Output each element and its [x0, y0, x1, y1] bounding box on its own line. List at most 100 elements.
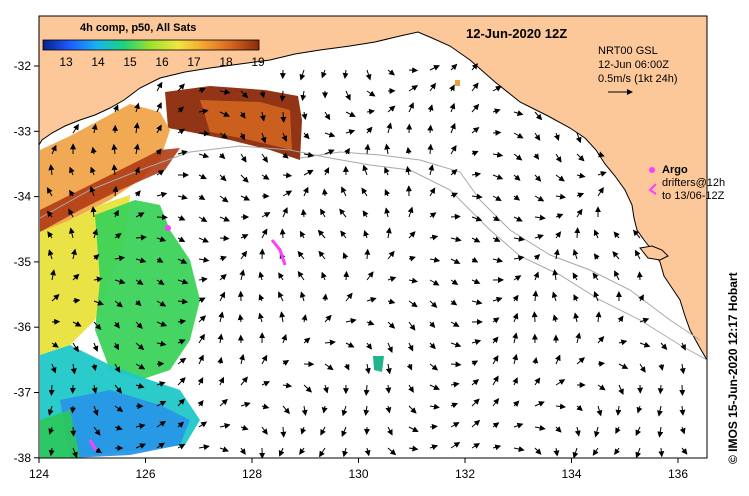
current-vector	[46, 187, 53, 197]
current-vector	[340, 230, 347, 239]
current-vector	[471, 193, 483, 200]
current-vector	[636, 271, 643, 281]
credit-text: © IMOS 15-Jun-2020 12:17 Hobart	[726, 272, 740, 464]
current-vector	[407, 342, 414, 352]
current-vector	[450, 236, 462, 243]
current-vector	[513, 174, 521, 181]
y-tick-label: -36	[14, 320, 32, 334]
current-vector	[133, 143, 140, 155]
sst-patch-small-green	[373, 356, 384, 372]
colorbar-tick-label: 18	[219, 55, 233, 69]
current-vector	[362, 210, 369, 218]
current-vector	[450, 144, 457, 155]
x-tick-label: 130	[348, 467, 368, 481]
current-vector	[471, 236, 481, 243]
current-vector	[408, 321, 416, 331]
current-vector	[387, 342, 393, 354]
current-vector	[387, 276, 397, 282]
current-vector	[679, 363, 686, 375]
current-vector	[574, 426, 581, 437]
current-vector	[299, 291, 306, 302]
current-vector	[363, 230, 370, 239]
current-vector	[552, 269, 559, 281]
current-vector	[219, 132, 228, 139]
current-vector	[618, 363, 629, 369]
current-vector	[366, 271, 374, 281]
current-vector	[198, 315, 207, 323]
x-tick-label: 136	[668, 467, 688, 481]
current-vector	[114, 232, 122, 240]
current-vector	[280, 111, 287, 123]
current-vector	[386, 122, 393, 134]
current-vector	[492, 257, 504, 264]
current-vector	[555, 174, 565, 182]
current-vector	[259, 111, 266, 122]
current-vector	[534, 111, 543, 121]
current-vector	[177, 357, 187, 365]
current-vector	[597, 384, 606, 391]
current-vector	[385, 384, 392, 394]
current-vector	[282, 405, 290, 415]
current-vector	[597, 171, 607, 177]
current-vector	[261, 212, 271, 218]
current-vector	[341, 186, 347, 197]
current-vector	[113, 104, 119, 113]
current-vector	[135, 257, 147, 264]
drifter-label-2: to 13/06-12Z	[662, 190, 725, 202]
current-vector	[449, 102, 456, 113]
current-vector	[492, 215, 500, 222]
current-vector	[48, 426, 55, 435]
current-vector	[429, 187, 436, 197]
current-vector	[408, 67, 419, 74]
current-vector	[198, 276, 208, 283]
current-vector	[471, 398, 480, 407]
current-vector	[177, 194, 188, 200]
current-vector	[492, 236, 501, 242]
current-vector	[240, 174, 249, 183]
current-vector	[573, 312, 580, 323]
current-vector	[198, 152, 210, 159]
current-vector	[429, 82, 436, 92]
current-vector	[618, 339, 628, 346]
current-vector	[51, 341, 59, 348]
current-vector	[449, 84, 455, 92]
y-tick-label: -34	[14, 190, 32, 204]
current-vector	[450, 213, 461, 220]
current-vector	[593, 290, 600, 302]
current-vector	[282, 207, 288, 218]
current-vector	[513, 446, 525, 452]
current-vector	[576, 404, 583, 412]
current-vector	[320, 426, 326, 436]
y-tick-label: -33	[14, 124, 32, 138]
current-vector	[341, 426, 347, 438]
current-vector	[219, 255, 227, 262]
current-vector	[408, 85, 419, 92]
current-vector	[177, 128, 186, 135]
current-vector	[321, 271, 327, 281]
current-vector	[387, 321, 396, 329]
current-vector	[450, 321, 460, 327]
current-vector	[135, 363, 146, 370]
current-vector	[68, 227, 75, 239]
current-vector	[574, 227, 581, 239]
current-vector	[91, 384, 98, 394]
current-vector	[177, 106, 185, 113]
x-tick-label: 124	[29, 467, 49, 481]
current-vector	[239, 353, 245, 365]
current-vector	[342, 252, 349, 260]
current-vector	[258, 293, 265, 302]
current-vector	[408, 405, 417, 414]
current-vector	[555, 379, 566, 386]
current-vector	[635, 249, 641, 260]
current-vector	[576, 153, 585, 162]
current-vector	[575, 132, 582, 144]
current-vector	[240, 195, 251, 201]
current-vector	[408, 231, 416, 239]
current-vector	[318, 250, 326, 260]
current-vector	[113, 342, 119, 351]
current-vector	[429, 444, 439, 451]
y-tick-label: -35	[14, 255, 32, 269]
sst-patch-green-bottom	[40, 410, 80, 458]
colorbar-tick-label: 15	[123, 55, 137, 69]
current-vector	[89, 185, 96, 197]
